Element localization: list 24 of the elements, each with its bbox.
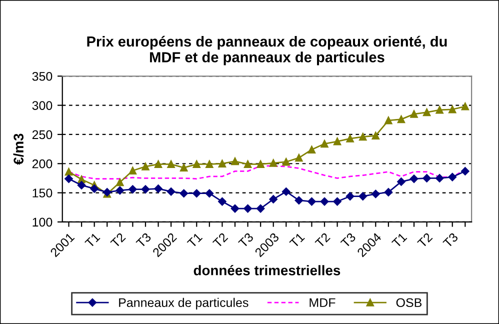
x-tick-label: T3 [340,232,356,248]
x-tick-label: T3 [238,232,254,248]
x-tick-label: T2 [110,232,126,248]
chart-title: Prix européens de panneaux de copeaux orienté, du MDF et de panneaux de particules [87,36,447,66]
x-tick-label: T1 [84,232,100,248]
x-tick-label: T3 [136,232,152,248]
x-tick-label: T2 [314,232,330,248]
legend-label: MDF [310,298,336,307]
y-tick-label: 300 [32,101,52,110]
legend-label: OSB [396,298,422,308]
x-tick-label: T2 [416,232,433,248]
x-tick-label: T3 [442,232,458,248]
legend-label: Panneaux de particules [119,298,248,310]
y-axis-title: €/m3 [13,134,24,165]
x-tick-label: T1 [186,232,203,248]
x-axis-title: données trimestrielles [194,264,340,276]
x-tick-label: T1 [391,232,408,248]
y-tick-label: 200 [32,159,52,168]
y-tick-label: 250 [32,130,52,140]
y-tick-label: 350 [32,72,52,81]
x-tick-label: T1 [289,232,305,248]
y-tick-label: 150 [32,188,52,198]
x-tick-label: T2 [212,232,228,248]
y-tick-label: 100 [32,218,52,227]
